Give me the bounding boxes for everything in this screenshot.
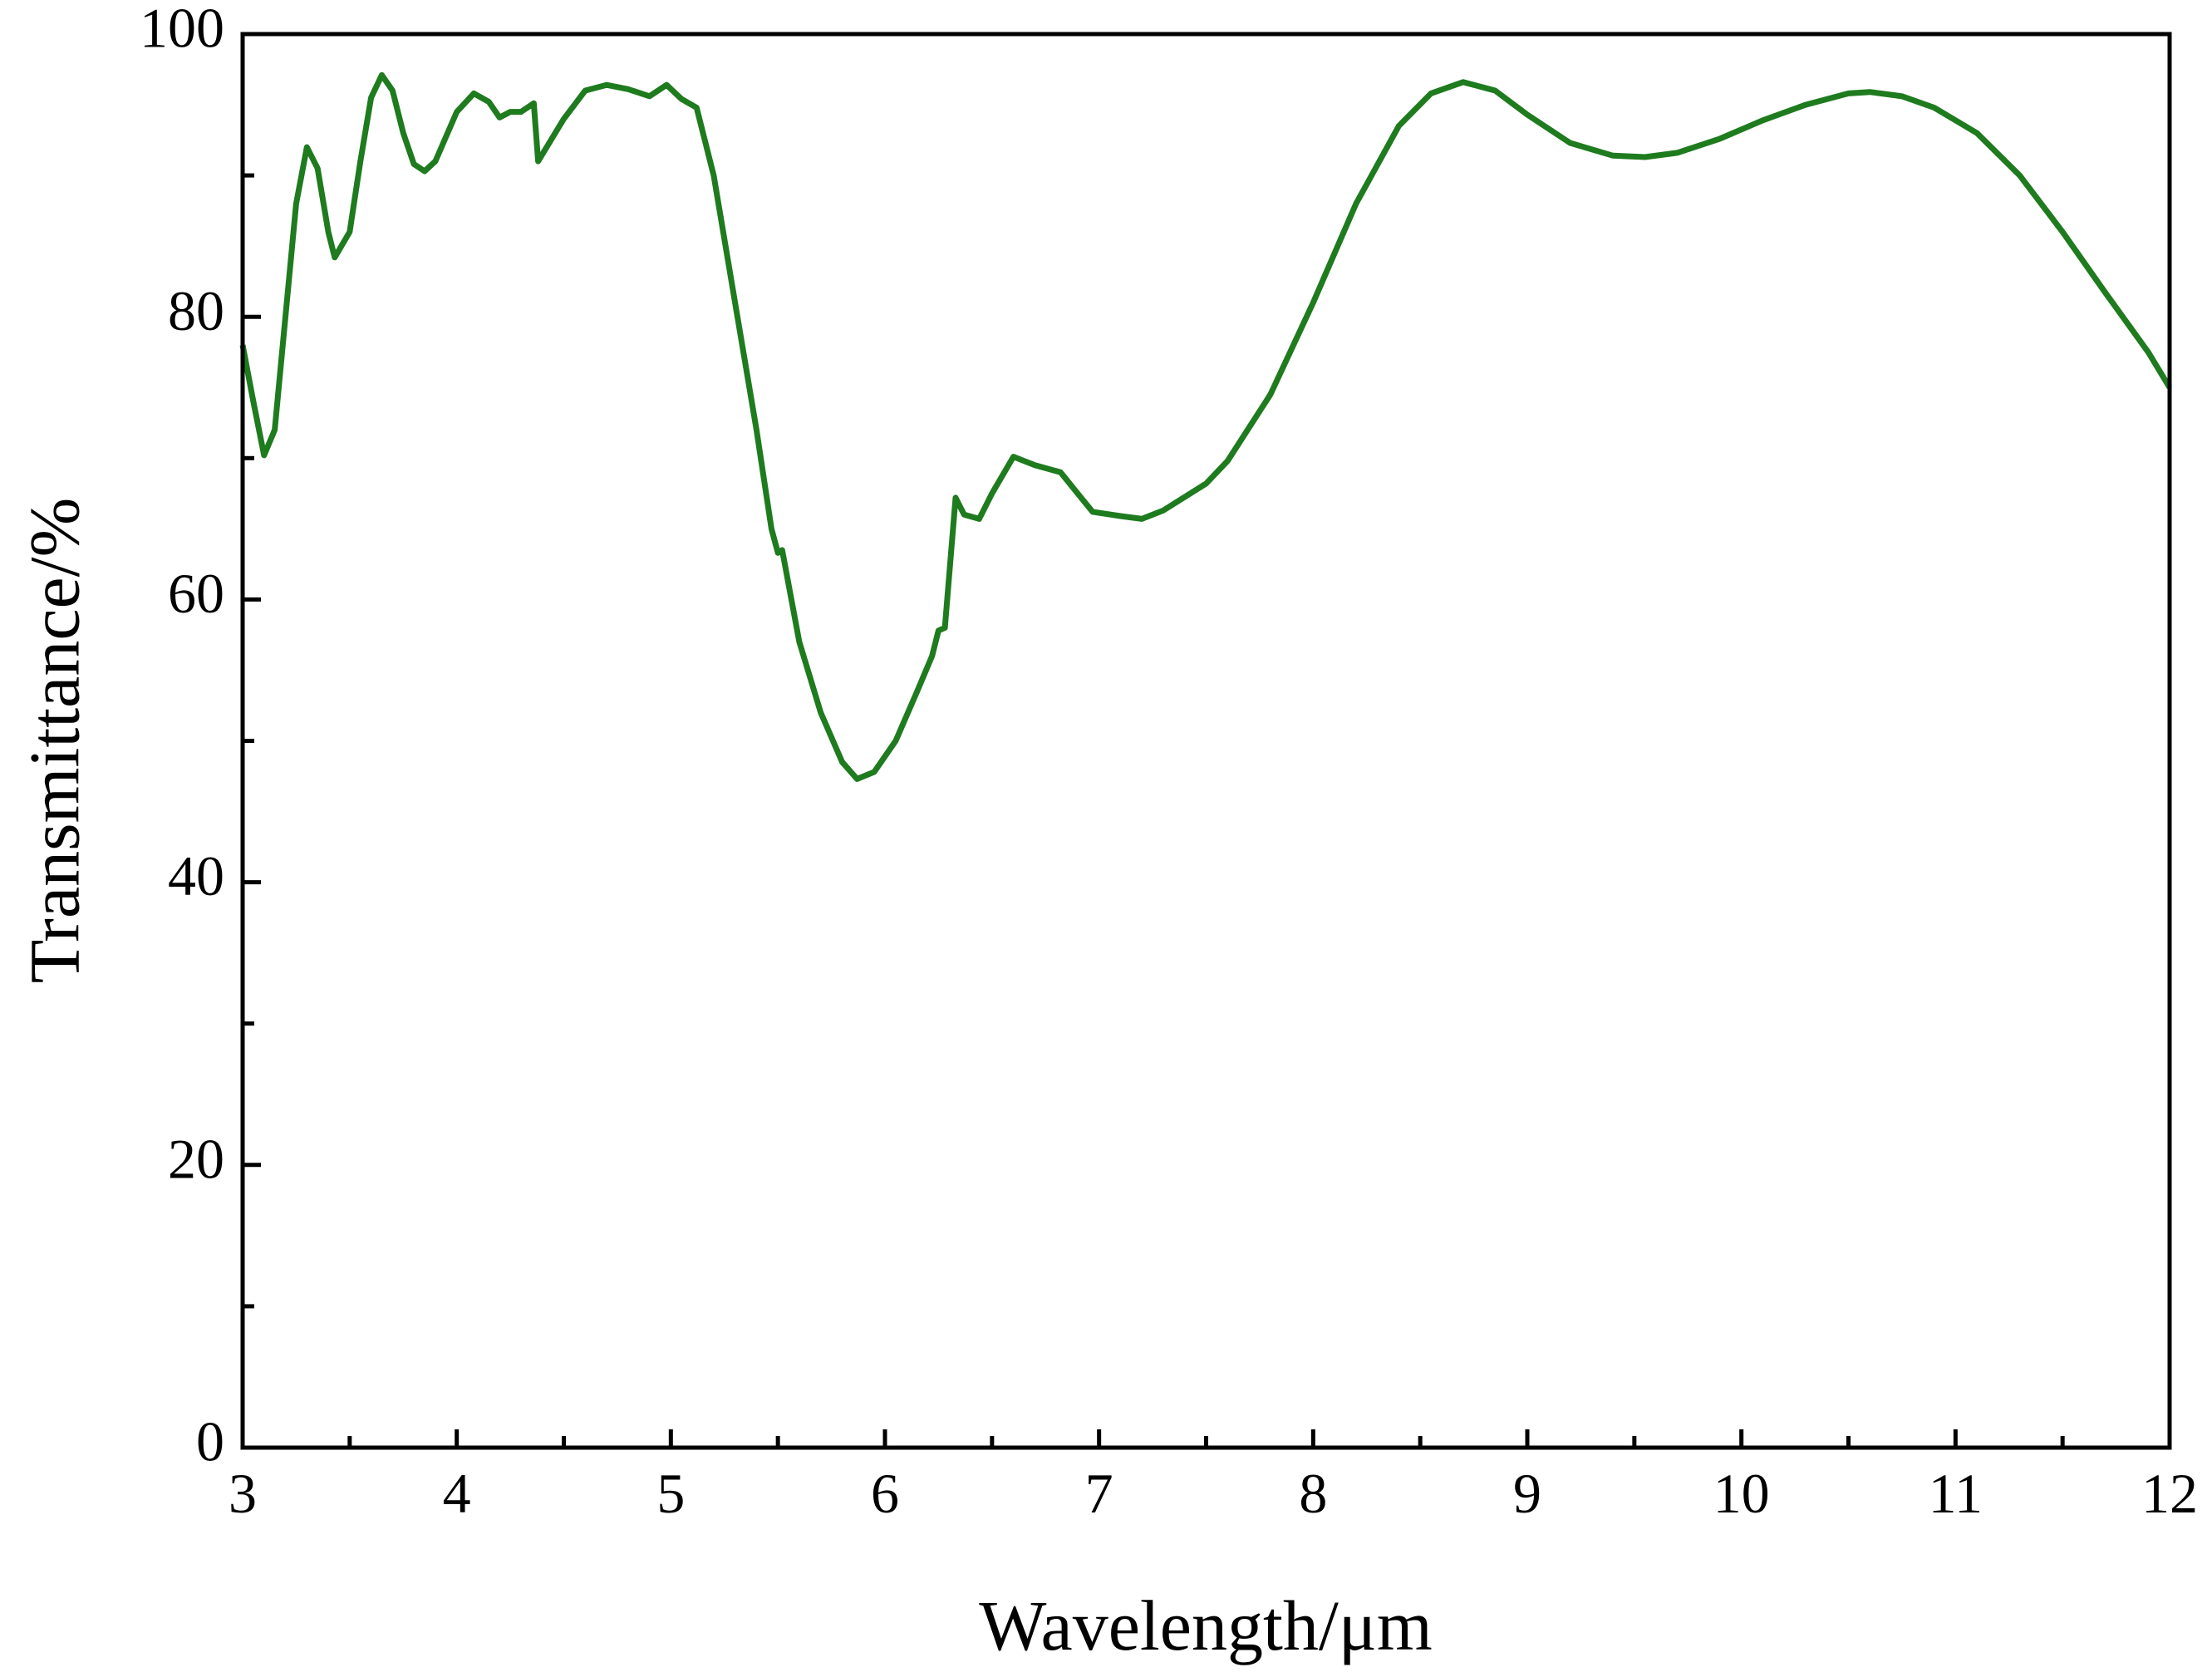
y-tick-label: 20: [168, 1127, 224, 1190]
x-tick-label: 12: [2141, 1462, 2198, 1525]
y-axis-label: Transmittance/%: [15, 498, 95, 983]
x-tick-label: 4: [443, 1462, 471, 1525]
y-tick-label: 0: [196, 1410, 224, 1473]
x-tick-label: 3: [229, 1462, 257, 1525]
x-tick-label: 5: [656, 1462, 685, 1525]
y-tick-label: 60: [168, 562, 224, 625]
x-tick-label: 9: [1513, 1462, 1541, 1525]
x-tick-label: 10: [1713, 1462, 1770, 1525]
y-tick-label: 80: [168, 279, 224, 342]
x-tick-label: 8: [1299, 1462, 1327, 1525]
x-tick-label: 7: [1085, 1462, 1113, 1525]
y-tick-label: 100: [140, 0, 224, 60]
x-axis-label: Wavelength/μm: [979, 1586, 1432, 1665]
y-tick-label: 40: [168, 844, 224, 907]
data-line: [239, 71, 2172, 782]
x-tick-label: 6: [871, 1462, 899, 1525]
x-tick-label: 11: [1929, 1462, 1983, 1525]
plot-frame: [240, 32, 2172, 1450]
